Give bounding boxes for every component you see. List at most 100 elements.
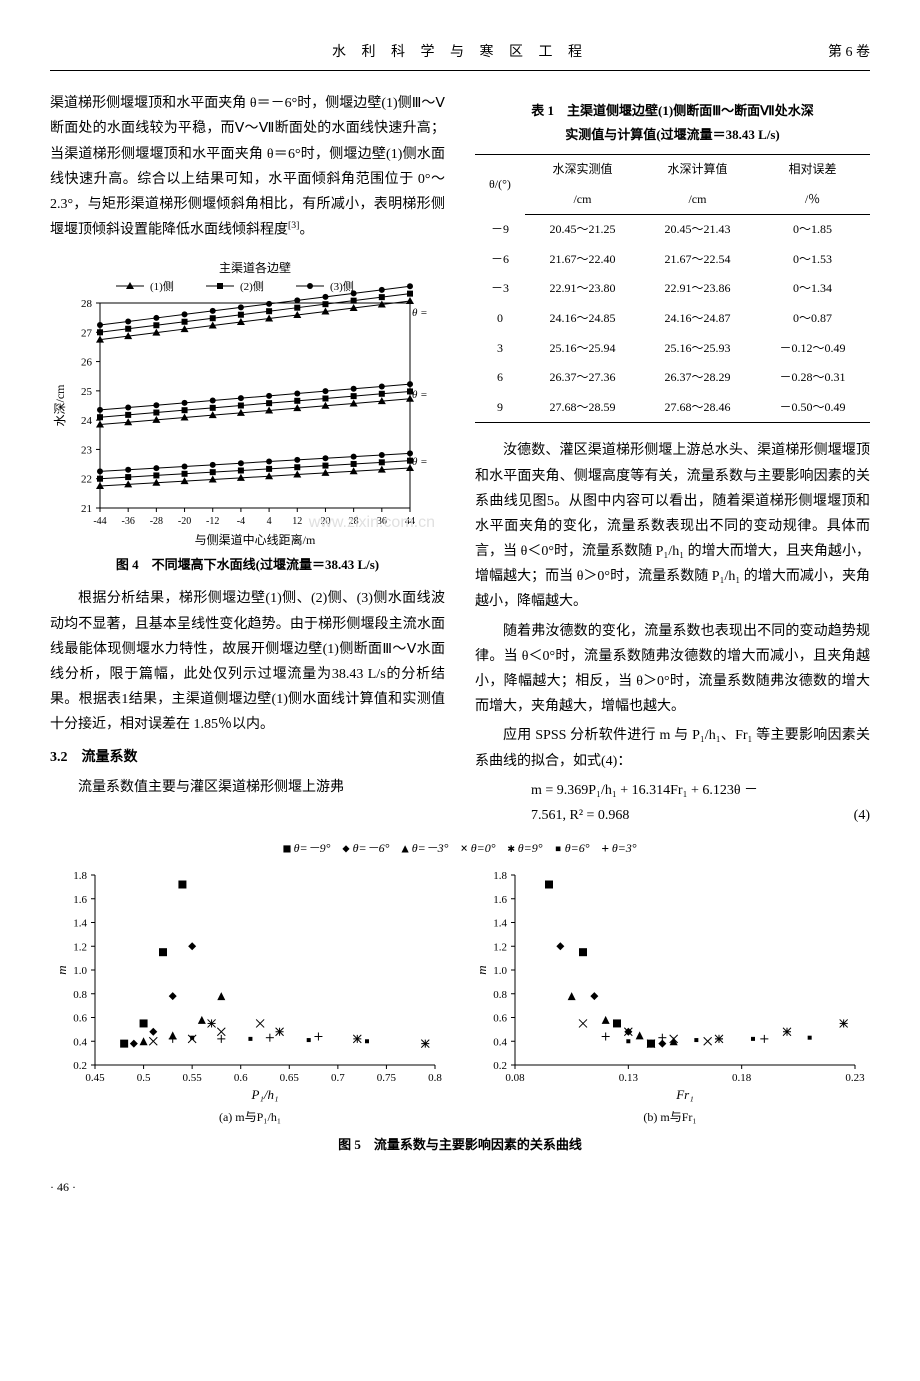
svg-text:0.6: 0.6 bbox=[73, 1012, 87, 1024]
equation-4-row1: m = 9.369P₁/h₁ + 16.314Fr₁ + 6.123θ － bbox=[475, 778, 870, 803]
svg-text:m: m bbox=[54, 965, 69, 974]
svg-text:22: 22 bbox=[81, 474, 92, 486]
figure-5b-sublabel: (b) m与Fr₁ bbox=[470, 1107, 870, 1129]
svg-text:(1)侧: (1)侧 bbox=[150, 280, 174, 293]
legend-item: + θ=3° bbox=[602, 841, 637, 855]
svg-text:-44: -44 bbox=[93, 516, 106, 527]
citation-3: [3] bbox=[288, 220, 299, 231]
svg-text:20: 20 bbox=[320, 516, 330, 527]
svg-text:(3)侧: (3)侧 bbox=[330, 280, 354, 293]
svg-text:1.0: 1.0 bbox=[493, 965, 507, 977]
svg-text:0.45: 0.45 bbox=[85, 1072, 105, 1084]
svg-text:1.8: 1.8 bbox=[73, 870, 87, 882]
svg-text:1.4: 1.4 bbox=[493, 917, 507, 929]
table-1-caption-line2: 实测值与计算值(过堰流量＝38.43 L/s) bbox=[475, 123, 870, 146]
figure-4-chart: 2122232425262728-44-36-28-20-12-44122028… bbox=[50, 258, 430, 548]
figure-4-caption: 图 4 不同堰高下水面线(过堰流量＝38.43 L/s) bbox=[50, 553, 445, 576]
left-para-1: 渠道梯形侧堰堰顶和水平面夹角 θ＝－6°时，侧堰边壁(1)侧Ⅲ～Ⅴ断面处的水面线… bbox=[50, 91, 445, 243]
svg-text:27: 27 bbox=[81, 327, 93, 339]
page-header: 水 利 科 学 与 寒 区 工 程 第 6 卷 bbox=[50, 40, 870, 71]
issue-label: 第 6 卷 bbox=[810, 40, 870, 65]
svg-text:0.4: 0.4 bbox=[493, 1036, 507, 1048]
svg-text:-12: -12 bbox=[206, 516, 219, 527]
figure-5a-chart: 0.20.40.60.81.01.21.41.61.80.450.50.550.… bbox=[50, 865, 450, 1105]
right-para-2: 随着弗汝德数的变化，流量系数也表现出不同的变动趋势规律。当 θ＜0°时，流量系数… bbox=[475, 619, 870, 720]
svg-text:24: 24 bbox=[81, 415, 93, 427]
svg-text:0.2: 0.2 bbox=[493, 1060, 507, 1072]
svg-text:0.8: 0.8 bbox=[493, 988, 507, 1000]
equation-4-number: (4) bbox=[830, 803, 870, 828]
main-columns: 渠道梯形侧堰堰顶和水平面夹角 θ＝－6°时，侧堰边壁(1)侧Ⅲ～Ⅴ断面处的水面线… bbox=[50, 91, 870, 828]
svg-text:1.8: 1.8 bbox=[493, 870, 507, 882]
svg-text:θ = 6°: θ = 6° bbox=[412, 307, 430, 319]
section-3-2-head: 3.2 流量系数 bbox=[50, 745, 445, 770]
svg-text:0.75: 0.75 bbox=[377, 1072, 397, 1084]
svg-text:4: 4 bbox=[267, 516, 272, 527]
figure-5b-chart: 0.20.40.60.81.01.21.41.61.80.080.130.180… bbox=[470, 865, 870, 1105]
right-para-3: 应用 SPSS 分析软件进行 m 与 P₁/h₁、Fr₁ 等主要影响因素关系曲线… bbox=[475, 723, 870, 773]
legend-item: ▪ θ=6° bbox=[555, 841, 590, 855]
svg-text:21: 21 bbox=[81, 503, 92, 515]
page-number: · 46 · bbox=[50, 1177, 870, 1199]
svg-text:28: 28 bbox=[81, 298, 93, 310]
svg-text:23: 23 bbox=[81, 444, 93, 456]
svg-text:0.13: 0.13 bbox=[619, 1072, 639, 1084]
table-row: 024.16～24.8524.16～24.870～0.87 bbox=[475, 304, 870, 334]
left-para-2: 根据分析结果，梯形侧堰边壁(1)侧、(2)侧、(3)侧水面线波动均不显著，且基本… bbox=[50, 586, 445, 737]
journal-title: 水 利 科 学 与 寒 区 工 程 bbox=[110, 40, 810, 65]
figure-5a-box: 0.20.40.60.81.01.21.41.61.80.450.50.550.… bbox=[50, 865, 450, 1129]
svg-text:与侧渠道中心线距离/m: 与侧渠道中心线距离/m bbox=[195, 532, 316, 547]
header-spacer bbox=[50, 40, 110, 65]
svg-text:-36: -36 bbox=[122, 516, 135, 527]
svg-text:-28: -28 bbox=[150, 516, 163, 527]
left-para-1-text: 渠道梯形侧堰堰顶和水平面夹角 θ＝－6°时，侧堰边壁(1)侧Ⅲ～Ⅴ断面处的水面线… bbox=[50, 96, 445, 238]
svg-text:25: 25 bbox=[81, 386, 93, 398]
svg-text:水深/cm: 水深/cm bbox=[53, 384, 67, 427]
svg-text:0.55: 0.55 bbox=[183, 1072, 203, 1084]
figure-5-legend: ■ θ=－9°◆ θ=－6°▲ θ=－3°× θ=0°✱ θ=9°▪ θ=6°+… bbox=[50, 838, 870, 860]
left-column: 渠道梯形侧堰堰顶和水平面夹角 θ＝－6°时，侧堰边壁(1)侧Ⅲ～Ⅴ断面处的水面线… bbox=[50, 91, 445, 828]
right-column: 表 1 主渠道侧堰边壁(1)侧断面Ⅲ～断面Ⅶ处水深 实测值与计算值(过堰流量＝3… bbox=[475, 91, 870, 828]
svg-text:0.18: 0.18 bbox=[732, 1072, 752, 1084]
legend-item: ✱ θ=9° bbox=[508, 841, 543, 855]
figure-5-caption: 图 5 流量系数与主要影响因素的关系曲线 bbox=[50, 1133, 870, 1156]
legend-item: ◆ θ=－6° bbox=[342, 841, 389, 855]
table-1-caption-line1: 表 1 主渠道侧堰边壁(1)侧断面Ⅲ～断面Ⅶ处水深 bbox=[475, 99, 870, 122]
svg-text:26: 26 bbox=[81, 357, 93, 369]
svg-text:0.7: 0.7 bbox=[331, 1072, 345, 1084]
svg-text:0.65: 0.65 bbox=[280, 1072, 300, 1084]
svg-text:Fr₁: Fr₁ bbox=[675, 1087, 694, 1102]
svg-text:0.8: 0.8 bbox=[428, 1072, 442, 1084]
svg-text:0.4: 0.4 bbox=[73, 1036, 87, 1048]
svg-text:0.5: 0.5 bbox=[137, 1072, 151, 1084]
table-row: －621.67～22.4021.67～22.540～1.53 bbox=[475, 245, 870, 275]
svg-text:1.0: 1.0 bbox=[73, 965, 87, 977]
svg-text:1.2: 1.2 bbox=[493, 941, 507, 953]
svg-text:0.2: 0.2 bbox=[73, 1060, 87, 1072]
svg-text:1.2: 1.2 bbox=[73, 941, 87, 953]
svg-text:θ = 0°: θ = 0° bbox=[412, 389, 430, 401]
right-para-1: 汝德数、灌区渠道梯形侧堰上游总水头、渠道梯形侧堰堰顶和水平面夹角、侧堰高度等有关… bbox=[475, 438, 870, 614]
svg-text:36: 36 bbox=[377, 516, 387, 527]
legend-item: × θ=0° bbox=[460, 841, 495, 855]
svg-text:-4: -4 bbox=[237, 516, 245, 527]
equation-4-row2: 7.561, R² = 0.968 (4) bbox=[475, 803, 870, 828]
svg-text:θ = –6°: θ = –6° bbox=[412, 456, 430, 468]
svg-text:P₁/h₁: P₁/h₁ bbox=[250, 1087, 278, 1102]
equation-4-text1: m = 9.369P₁/h₁ + 16.314Fr₁ + 6.123θ － bbox=[531, 778, 758, 803]
svg-text:m: m bbox=[474, 965, 489, 974]
svg-text:0.6: 0.6 bbox=[493, 1012, 507, 1024]
svg-text:28: 28 bbox=[349, 516, 359, 527]
left-para-1-end: 。 bbox=[299, 223, 313, 238]
svg-text:主渠道各边壁: 主渠道各边壁 bbox=[219, 260, 291, 275]
svg-text:0.08: 0.08 bbox=[505, 1072, 525, 1084]
svg-text:0.6: 0.6 bbox=[234, 1072, 248, 1084]
figure-5-row: 0.20.40.60.81.01.21.41.61.80.450.50.550.… bbox=[50, 865, 870, 1129]
svg-text:0.23: 0.23 bbox=[845, 1072, 865, 1084]
section-3-2-line: 流量系数值主要与灌区渠道梯形侧堰上游弗 bbox=[50, 775, 445, 800]
equation-4-text2: 7.561, R² = 0.968 bbox=[531, 803, 629, 828]
svg-text:44: 44 bbox=[405, 516, 415, 527]
table-row: 927.68～28.5927.68～28.46－0.50～0.49 bbox=[475, 393, 870, 423]
svg-text:12: 12 bbox=[292, 516, 302, 527]
table-1-caption: 表 1 主渠道侧堰边壁(1)侧断面Ⅲ～断面Ⅶ处水深 实测值与计算值(过堰流量＝3… bbox=[475, 99, 870, 146]
